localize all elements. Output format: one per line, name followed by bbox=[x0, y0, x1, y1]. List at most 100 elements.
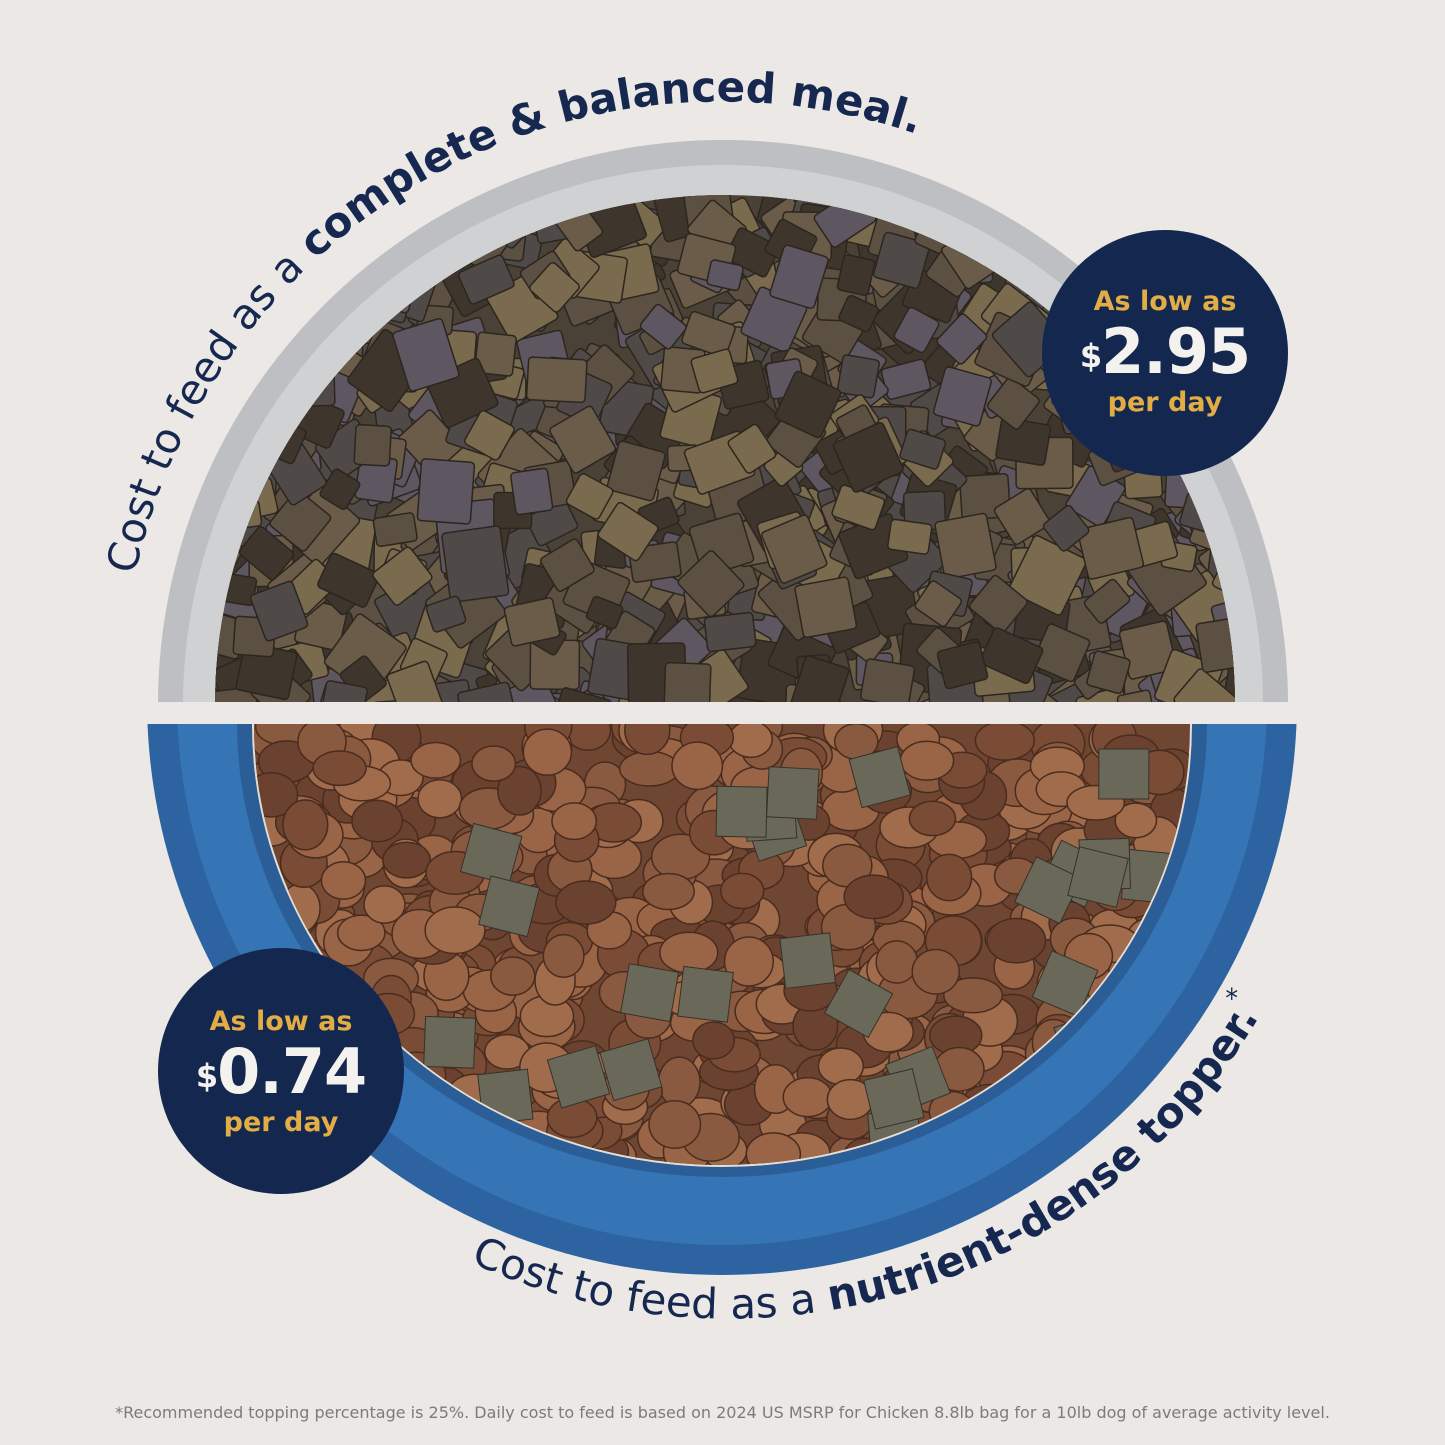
kibble-piece bbox=[1042, 504, 1090, 552]
kibble-piece bbox=[782, 1076, 833, 1118]
kibble-piece bbox=[832, 421, 904, 493]
kibble-piece bbox=[510, 467, 554, 516]
kibble-piece bbox=[774, 370, 842, 439]
kibble-piece bbox=[934, 512, 997, 580]
topper-piece bbox=[766, 766, 820, 820]
kibble-piece bbox=[872, 231, 931, 289]
kibble-piece bbox=[657, 1056, 701, 1108]
kibble-piece bbox=[457, 681, 519, 702]
kibble-piece bbox=[425, 595, 467, 633]
kibble-piece bbox=[1114, 802, 1158, 839]
kibble-piece bbox=[893, 306, 940, 354]
kibble-piece bbox=[215, 199, 270, 266]
kibble-piece bbox=[336, 914, 386, 952]
kibble-piece bbox=[1050, 195, 1119, 237]
kibble-piece bbox=[690, 348, 739, 394]
kibble-piece bbox=[995, 417, 1052, 466]
kibble-piece bbox=[351, 799, 404, 843]
kibble-piece bbox=[677, 550, 745, 618]
kibble-piece bbox=[1118, 620, 1178, 680]
kibble-piece bbox=[410, 741, 462, 779]
topper-piece bbox=[1067, 846, 1129, 908]
kibble-piece bbox=[320, 861, 367, 900]
kibble-piece bbox=[936, 313, 988, 365]
kibble-piece bbox=[597, 501, 659, 562]
kibble-piece bbox=[692, 1021, 736, 1060]
kibble-piece bbox=[974, 724, 1035, 761]
kibble-piece bbox=[497, 765, 542, 816]
kibble-piece bbox=[943, 977, 1004, 1014]
kibble-piece bbox=[831, 484, 886, 531]
kibble-piece bbox=[1223, 653, 1235, 702]
kibble-piece bbox=[216, 212, 261, 254]
topper-piece bbox=[459, 822, 523, 886]
badge-price: $2.95 bbox=[1079, 315, 1251, 388]
kibble-piece bbox=[319, 680, 368, 702]
kibble-piece bbox=[728, 724, 773, 759]
kibble-piece bbox=[663, 661, 712, 702]
kibble-piece bbox=[1077, 516, 1145, 580]
kibble-piece bbox=[836, 354, 880, 399]
kibble-piece bbox=[215, 235, 252, 277]
kibble-piece bbox=[911, 948, 960, 995]
badge-label: As low as bbox=[1093, 286, 1237, 317]
kibble-piece bbox=[372, 546, 433, 606]
kibble-piece bbox=[565, 473, 614, 520]
kibble-piece bbox=[836, 254, 876, 297]
kibble-piece bbox=[671, 741, 724, 791]
kibble-piece bbox=[993, 488, 1051, 545]
kibble-piece bbox=[503, 597, 561, 647]
kibble-piece bbox=[424, 906, 486, 955]
kibble-piece bbox=[859, 658, 916, 702]
kibble-piece bbox=[986, 917, 1047, 964]
topper-piece bbox=[677, 965, 734, 1023]
topper-piece bbox=[863, 1068, 925, 1130]
kibble-piece bbox=[585, 595, 624, 630]
topper-piece bbox=[715, 785, 768, 838]
topper-piece bbox=[619, 962, 680, 1023]
kibble-piece bbox=[549, 405, 617, 474]
topper-price-badge: As low as $0.74 per day bbox=[158, 948, 404, 1194]
kibble-piece bbox=[539, 538, 595, 592]
topper-piece bbox=[423, 1015, 477, 1069]
topper-piece bbox=[848, 746, 911, 809]
kibble-piece bbox=[817, 1047, 865, 1086]
kibble-piece bbox=[838, 294, 879, 333]
kibble-piece bbox=[312, 750, 367, 787]
kibble-piece bbox=[639, 303, 687, 350]
kibble-piece bbox=[441, 525, 510, 603]
kibble-piece bbox=[269, 489, 332, 552]
topper-piece bbox=[478, 875, 541, 938]
kibble-piece bbox=[648, 1100, 702, 1150]
kibble-piece bbox=[899, 740, 955, 781]
kibble-piece bbox=[416, 458, 476, 525]
topper-piece bbox=[823, 968, 894, 1039]
kibble-piece bbox=[727, 423, 777, 474]
kibble-piece bbox=[794, 576, 858, 639]
kibble-piece bbox=[986, 376, 1040, 430]
badge-unit: per day bbox=[1107, 387, 1223, 418]
kibble-piece bbox=[529, 261, 580, 313]
kibble-piece bbox=[353, 424, 392, 467]
kibble-piece bbox=[790, 655, 850, 702]
kibble-piece bbox=[317, 552, 380, 608]
kibble-piece bbox=[968, 574, 1028, 634]
badge-label: As low as bbox=[209, 1006, 353, 1037]
kibble-piece bbox=[887, 518, 933, 555]
kibble-piece bbox=[382, 841, 432, 879]
kibble-piece bbox=[720, 872, 765, 910]
kibble-piece bbox=[238, 526, 295, 581]
kibble-piece bbox=[706, 259, 744, 292]
kibble-piece bbox=[215, 686, 260, 702]
kibble-piece bbox=[319, 468, 361, 510]
kibble-piece bbox=[473, 331, 517, 377]
kibble-piece bbox=[555, 880, 617, 925]
kibble-piece bbox=[363, 885, 406, 924]
meal-price-badge: As low as $2.95 per day bbox=[1042, 230, 1288, 476]
kibble-piece bbox=[525, 356, 588, 404]
kibble-piece bbox=[490, 956, 536, 996]
kibble-piece bbox=[908, 800, 957, 837]
kibble-piece bbox=[542, 933, 585, 978]
kibble-piece bbox=[979, 627, 1044, 684]
